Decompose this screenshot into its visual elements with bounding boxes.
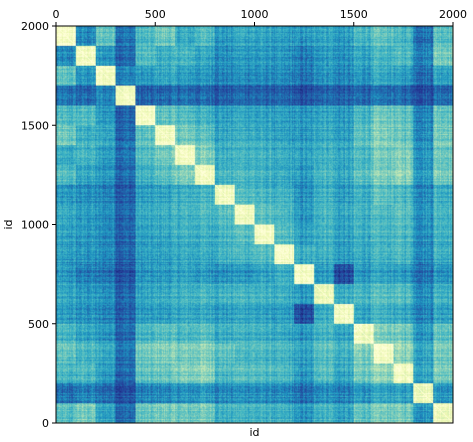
- heatmap-plot-area: [55, 25, 454, 424]
- y-tick-label: 1500: [21, 119, 49, 132]
- heatmap-image: [56, 26, 453, 423]
- x-tick-label: 500: [145, 8, 166, 21]
- y-tick-label: 0: [42, 417, 49, 430]
- y-tick-label: 1000: [21, 219, 49, 232]
- y-axis-label: id: [2, 219, 15, 229]
- y-axis: 0 500 1000 1500 2000: [21, 20, 56, 430]
- x-tick-label: 1000: [241, 8, 269, 21]
- x-tick-label: 0: [53, 8, 60, 21]
- x-axis-label: id: [249, 426, 259, 439]
- x-tick-label: 2000: [439, 8, 467, 21]
- y-tick-label: 2000: [21, 20, 49, 33]
- y-tick-label: 500: [28, 318, 49, 331]
- x-tick-label: 1500: [340, 8, 368, 21]
- x-axis: 0 500 1000 1500 2000: [53, 8, 467, 26]
